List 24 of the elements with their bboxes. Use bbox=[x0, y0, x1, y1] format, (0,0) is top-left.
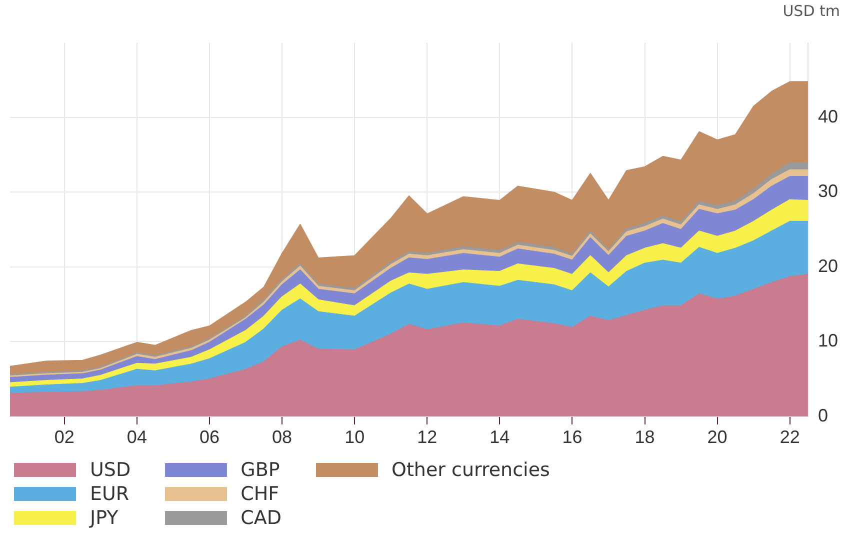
x-tick-label: 20 bbox=[707, 427, 728, 448]
x-tick-label: 18 bbox=[634, 427, 655, 448]
x-tick-label: 22 bbox=[780, 427, 800, 448]
x-tick-label: 16 bbox=[562, 427, 582, 448]
y-tick-label: 0 bbox=[818, 405, 828, 426]
y-tick-label: 30 bbox=[818, 181, 838, 202]
legend-label: CAD bbox=[240, 507, 282, 529]
legend-label: CHF bbox=[240, 483, 280, 505]
x-tick-label: 02 bbox=[54, 427, 74, 448]
legend-label: USD bbox=[90, 459, 131, 481]
legend-label: Other currencies bbox=[392, 459, 550, 481]
y-axis-title: USD tm bbox=[782, 1, 841, 22]
y-tick-label: 40 bbox=[818, 106, 838, 126]
x-tick-label: 06 bbox=[199, 427, 220, 448]
x-tick-label: 10 bbox=[344, 427, 365, 448]
x-tick-label: 08 bbox=[272, 427, 292, 448]
x-tick-label: 14 bbox=[490, 427, 510, 448]
x-tick-label: 12 bbox=[417, 427, 438, 448]
x-tick-label: 04 bbox=[126, 427, 147, 448]
legend-label: EUR bbox=[90, 483, 130, 505]
y-tick-label: 20 bbox=[818, 256, 838, 276]
y-tick-label: 10 bbox=[818, 330, 838, 351]
legend-label: GBP bbox=[240, 459, 280, 481]
legend-label: JPY bbox=[90, 507, 118, 529]
